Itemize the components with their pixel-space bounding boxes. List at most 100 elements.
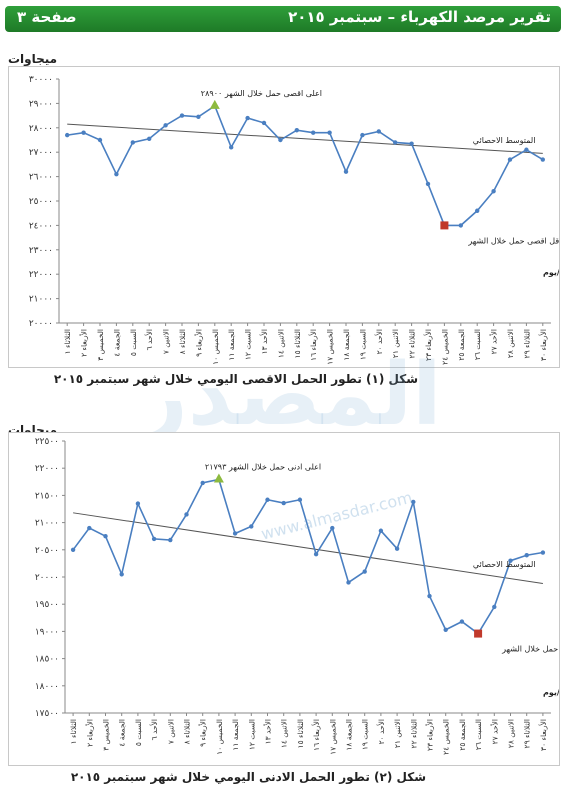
chart1-data-point (261, 120, 267, 126)
chart2-y-tick-label: ٢٠٥٠٠ (35, 546, 59, 556)
chart2-trend-annotation: المتوسط الاحصائي (473, 560, 536, 569)
report-title: تقرير مرصد الكهرباء – سبتمبر ٢٠١٥ (288, 8, 551, 26)
chart1-data-point (524, 147, 529, 152)
chart2-x-tick-label: الجمعة ١١ (231, 719, 240, 751)
chart2-x-tick-label: الخميس ١٧ (328, 719, 337, 755)
chart2-x-tick-label: السبت ١٢ (247, 719, 256, 750)
chart1-x-tick-label: الخميس ١٠ (211, 329, 220, 365)
chart2-y-tick-label: ٢١٠٠٠ (35, 519, 59, 529)
chart2-x-tick-label: السبت ١٩ (361, 719, 370, 750)
chart1-data-point (130, 140, 135, 145)
chart1-note: متوسط معدل انخفاض الحمل الاقصى = ٨٠ ميجا… (543, 268, 559, 278)
chart1-data-point (491, 189, 496, 194)
chart2-x-tick-label: الأربعاء ٣٠ (538, 719, 548, 751)
chart1-data-point (245, 115, 250, 121)
chart1-unit-label: ميجاوات (8, 52, 58, 66)
chart1-y-tick-label: ٢٩٠٠٠ (29, 99, 53, 109)
chart2-x-tick-label: الأحد ٦ (149, 719, 159, 740)
chart2-x-tick-label: السبت ٥ (134, 719, 143, 746)
chart2-x-tick-label: الاثنين ٢١ (393, 719, 402, 748)
chart2-y-tick-label: ١٨٠٠٠ (35, 682, 59, 692)
chart1-x-tick-label: الجمعة ٤ (112, 329, 121, 357)
chart1-data-point (360, 132, 365, 138)
chart1-data-point (507, 157, 513, 162)
chart2-y-tick-label: ٢٢٠٠٠ (35, 464, 59, 474)
chart2-data-point (313, 551, 319, 557)
chart2-data-point (330, 525, 335, 531)
chart2-data-point (362, 569, 367, 574)
chart2-x-tick-label: الجمعة ٢٥ (458, 719, 467, 751)
chart1-data-point (294, 128, 299, 133)
chart1-svg: ٢٠٠٠٠ ٢١٠٠٠ ٢٢٠٠٠ ٢٣٠٠٠ ٢٤٠٠٠ ٢٥٠٠٠ ٢٦٠٠٠ ٢٧٠٠٠… (29, 75, 566, 365)
chart1-data-point (540, 157, 545, 162)
chart2-x-tick-label: الأحد ١٣ (263, 719, 273, 744)
chart1-data-point (114, 171, 119, 177)
chart2-data-point (411, 499, 416, 505)
chart1-y-tick-label: ٢٠٠٠٠ (29, 319, 53, 329)
chart2-data-point (168, 537, 173, 543)
chart1-x-tick-label: الجمعة ١٨ (342, 329, 351, 361)
chart2-data-point (281, 500, 286, 506)
chart2-max-marker (213, 473, 224, 483)
chart1-x-tick-label: السبت ٢٦ (473, 329, 482, 360)
chart1-trend-line (67, 123, 543, 154)
chart2-x-tick-label: الاثنين ٢٨ (507, 719, 516, 748)
chart1-x-tick-label: الثلاثاء ٢٩ (522, 329, 531, 358)
chart1-x-tick-label: الأحد ٦ (144, 329, 154, 350)
chart2-x-tick-label: الثلاثاء ٨ (183, 719, 192, 744)
chart1-data-point (81, 130, 86, 135)
chart1-y-tick-label: ٢٨٠٠٠ (29, 124, 53, 134)
chart2-y-tick-label: ٢١٥٠٠ (35, 491, 59, 501)
chart1-x-tick-label: الخميس ١٧ (326, 329, 335, 365)
chart2-data-point (135, 501, 141, 506)
chart1-x-tick-label: الأربعاء ١٦ (308, 329, 318, 361)
chart1-y-tick-label: ٢٤٠٠٠ (29, 221, 53, 231)
chart1-max-annotation: اعلى اقصى حمل خلال الشهر ٢٨٩٠٠ (201, 89, 322, 98)
chart1-y-tick-label: ٣٠٠٠٠ (29, 75, 53, 85)
chart1-series-line (67, 104, 544, 227)
chart2-x-tick-label: الاثنين ٧ (166, 719, 175, 744)
chart2-data-point (492, 604, 497, 610)
chart2-min-marker (474, 629, 483, 638)
chart1-y-tick-label: ٢٣٠٠٠ (29, 246, 53, 256)
chart1-data-point (425, 181, 431, 187)
chart2-data-point (540, 550, 546, 555)
report-header: تقرير مرصد الكهرباء – سبتمبر ٢٠١٥ صفحة ٣ (5, 6, 561, 32)
chart1-data-point (278, 137, 283, 143)
chart2-data-point (427, 593, 432, 599)
chart2-watermark-url: www.almasdar.com (259, 488, 414, 544)
chart1-y-tick-label: ٢٧٠٠٠ (29, 148, 53, 158)
chart1-x-tick-label: الأحد ١٣ (259, 329, 269, 354)
chart2-x-tick-label: الخميس ٢٤ (442, 719, 451, 755)
chart2-svg: ١٧٥٠٠ ١٨٠٠٠ ١٨٥٠٠ ١٩٠٠٠ ١٩٥٠٠ ٢٠٠٠٠ ٢٠٥٠٠ ٢١٠٠٠… (35, 437, 566, 755)
chart1-min-annotation: ٢٤٠٠٠ اقل اقصى حمل خلال الشهر (467, 236, 559, 245)
chart1-x-tick-label: الأحد ٢٧ (489, 329, 499, 354)
chart1-data-point (163, 123, 168, 128)
chart1-data-point (65, 132, 70, 138)
chart1-x-tick-label: الاثنين ٧ (162, 329, 171, 354)
chart1-data-point (179, 113, 185, 118)
chart2-data-point (378, 528, 384, 533)
chart2-data-point (297, 497, 303, 502)
chart1-data-point (311, 130, 316, 135)
chart1-data-point (376, 129, 381, 134)
chart1-x-tick-label: الاثنين ١٤ (276, 329, 285, 358)
chart1-data-point (229, 145, 234, 150)
chart1-min-marker (440, 221, 449, 230)
chart1-trend-annotation: المتوسط الاحصائي (473, 136, 536, 145)
chart2-y-tick-label: ١٩٥٠٠ (35, 600, 59, 610)
chart2-data-point (103, 534, 108, 539)
chart1-y-tick-label: ٢٥٠٠٠ (29, 197, 53, 207)
chart2-series-line (72, 478, 544, 635)
chart2-data-point (508, 558, 513, 563)
chart2-x-tick-label: الأربعاء ١٦ (311, 719, 321, 751)
chart1-data-point (196, 114, 201, 120)
chart2-x-tick-label: الأربعاء ٢ (84, 719, 94, 747)
chart1-x-tick-label: الأربعاء ٢٣ (423, 329, 433, 361)
page-number: صفحة ٣ (17, 8, 77, 26)
chart1-x-tick-label: الجمعة ١١ (227, 329, 236, 361)
chart2-x-tick-label: الأربعاء ٩ (198, 719, 208, 747)
chart2-max-annotation: اعلى ادنى حمل خلال الشهر ٢١٧٩٣ (205, 462, 321, 471)
chart1-x-tick-label: الأربعاء ٩ (193, 329, 203, 357)
chart1-x-tick-label: السبت ٥ (129, 329, 138, 356)
